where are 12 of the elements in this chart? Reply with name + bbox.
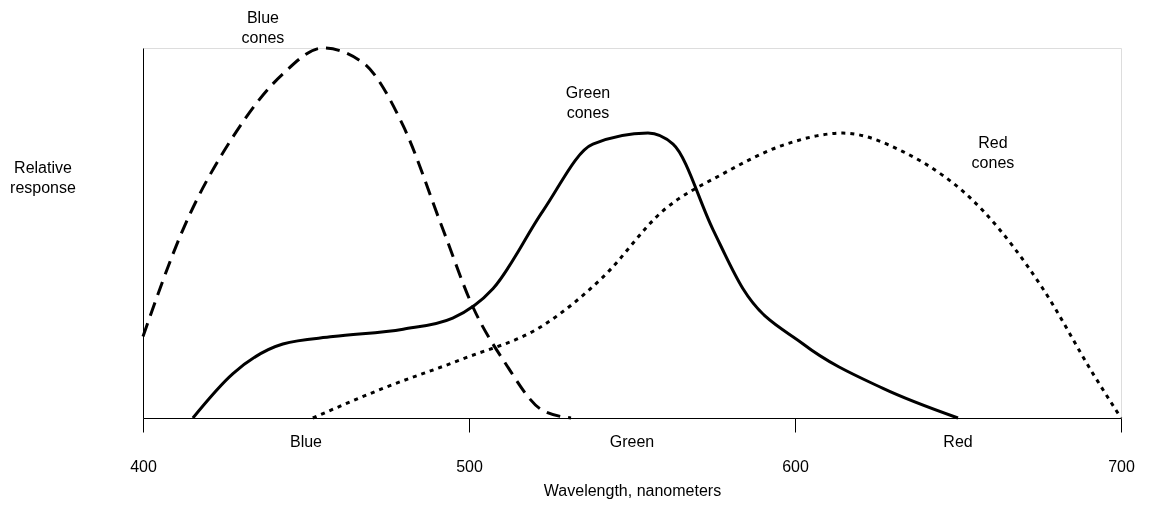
x-tick-label: 500	[456, 457, 483, 475]
series-label: Green cones	[565, 84, 611, 122]
x-axis-title: Wavelength, nanometers	[543, 481, 722, 499]
text: Green	[609, 433, 655, 450]
series-label: Blue cones	[241, 9, 285, 46]
text: Blue	[289, 433, 323, 450]
x-tick-label: 600	[782, 457, 809, 475]
series-label: Red cones	[971, 134, 1015, 172]
y-axis-title: Relative response	[10, 159, 77, 196]
x-tick-label: 400	[130, 457, 157, 475]
text: Red	[943, 433, 973, 450]
x-tick-label: 700	[1108, 457, 1135, 475]
